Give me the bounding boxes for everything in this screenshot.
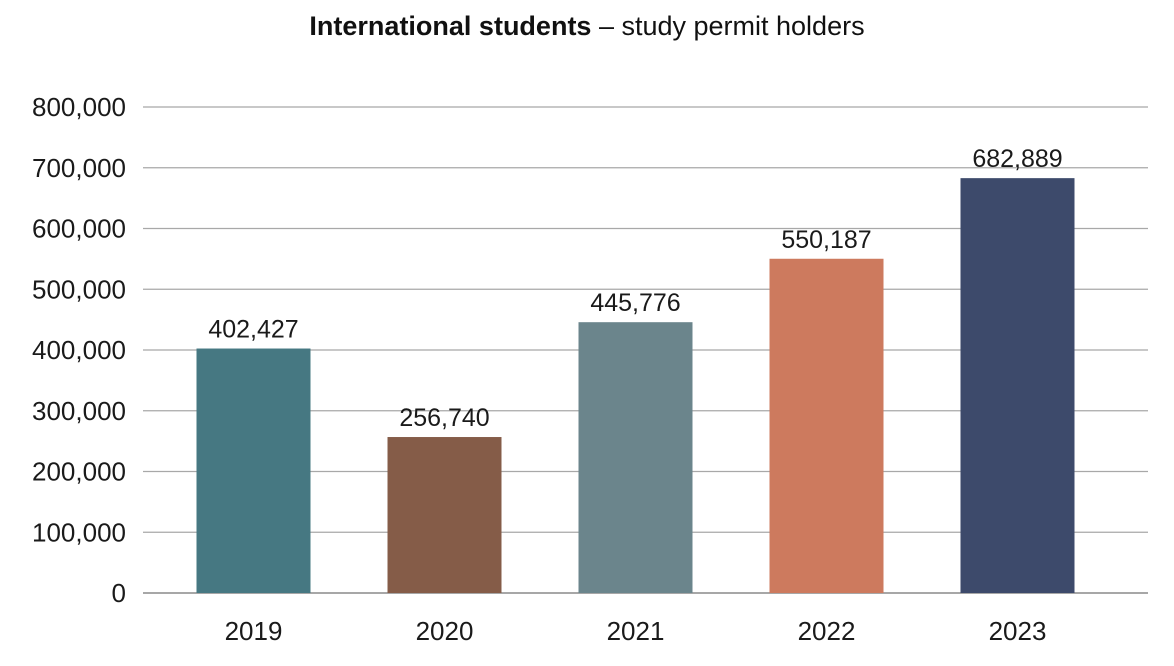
chart-title: International students – study permit ho… — [0, 6, 1174, 46]
y-tick-label: 0 — [112, 578, 126, 608]
x-tick-label-2019: 2019 — [225, 616, 283, 646]
y-tick-label: 500,000 — [32, 274, 126, 304]
data-label-2020: 256,740 — [399, 404, 489, 432]
data-label-2019: 402,427 — [208, 316, 298, 344]
x-axis-ticks: 2019 2020 2021 2022 2023 — [225, 616, 1047, 646]
y-tick-label: 300,000 — [32, 396, 126, 426]
y-axis-ticks: 0 100,000 200,000 300,000 400,000 500,000 600,… — [32, 92, 126, 608]
y-tick-label: 100,000 — [32, 517, 126, 547]
data-labels: 402,427 256,740 445,776 550,187 682,889 — [208, 145, 1062, 432]
x-tick-label-2021: 2021 — [607, 616, 665, 646]
chart-title-rest: – study permit holders — [591, 11, 865, 41]
x-tick-label-2023: 2023 — [989, 616, 1047, 646]
x-tick-label-2020: 2020 — [416, 616, 474, 646]
chart-title-bold: International students — [309, 11, 592, 41]
bar-2021 — [578, 322, 693, 593]
bars — [196, 178, 1075, 593]
bar-2020 — [387, 437, 502, 593]
y-tick-label: 400,000 — [32, 335, 126, 365]
data-label-2021: 445,776 — [590, 289, 680, 317]
bar-2022 — [769, 258, 884, 593]
y-tick-label: 600,000 — [32, 214, 126, 244]
bar-2023 — [960, 178, 1075, 593]
data-label-2022: 550,187 — [781, 226, 871, 254]
y-tick-label: 200,000 — [32, 457, 126, 487]
bar-2019 — [196, 348, 311, 593]
data-label-2023: 682,889 — [972, 145, 1062, 173]
x-tick-label-2022: 2022 — [798, 616, 856, 646]
y-tick-label: 700,000 — [32, 153, 126, 183]
y-tick-label: 800,000 — [32, 92, 126, 122]
